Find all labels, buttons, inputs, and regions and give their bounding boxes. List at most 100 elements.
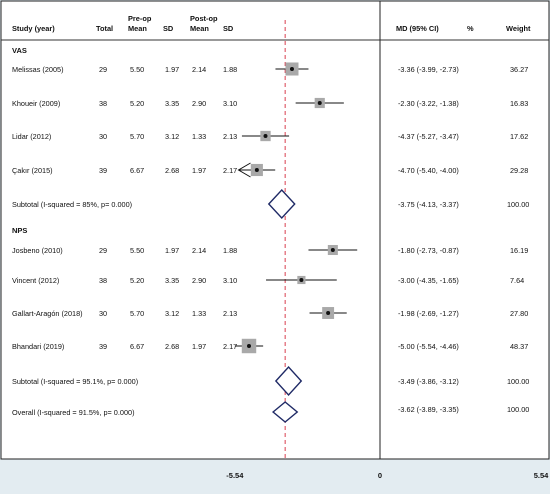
study-post-mean: 1.97 [192, 342, 206, 351]
header-postop: Post-op [190, 14, 218, 23]
study-weight: 17.62 [510, 132, 528, 141]
header-md-unit: % [467, 24, 474, 33]
study-weight: 16.83 [510, 99, 528, 108]
study-total: 30 [99, 309, 107, 318]
study-pre-mean: 5.70 [130, 132, 144, 141]
overall-weight: 100.00 [507, 405, 529, 414]
study-label: Çakır (2015) [12, 166, 53, 175]
study-pre-mean: 5.50 [130, 65, 144, 74]
study-sd2: 2.13 [223, 132, 237, 141]
subtotal-weight: 100.00 [507, 377, 529, 386]
study-weight: 36.27 [510, 65, 528, 74]
study-total: 39 [99, 166, 107, 175]
study-md-ci: -1.98 (-2.69, -1.27) [398, 309, 459, 318]
study-md-ci: -4.70 (-5.40, -4.00) [398, 166, 459, 175]
study-pre-mean: 5.20 [130, 276, 144, 285]
study-label: Vincent (2012) [12, 276, 59, 285]
study-sd2: 1.88 [223, 65, 237, 74]
study-total: 39 [99, 342, 107, 351]
header-preop-mean: Mean [128, 24, 147, 33]
subtotal-label: Subtotal (I-squared = 95.1%, p= 0.000) [12, 377, 138, 386]
study-sd1: 3.12 [165, 309, 179, 318]
study-pre-mean: 6.67 [130, 166, 144, 175]
point-estimate [247, 344, 251, 348]
study-sd1: 3.35 [165, 276, 179, 285]
point-estimate [263, 134, 268, 138]
study-sd2: 1.88 [223, 246, 237, 255]
study-weight: 7.64 [510, 276, 524, 285]
header-postop-mean: Mean [190, 24, 209, 33]
point-estimate [299, 278, 304, 282]
study-sd2: 2.17 [223, 342, 237, 351]
study-md-ci: -3.36 (-3.99, -2.73) [398, 65, 459, 74]
study-label: Khoueir (2009) [12, 99, 60, 108]
subtotal-diamond [274, 365, 303, 397]
header-weight: Weight [506, 24, 531, 33]
study-sd1: 2.68 [165, 166, 179, 175]
study-md-ci: -2.30 (-3.22, -1.38) [398, 99, 459, 108]
study-sd1: 2.68 [165, 342, 179, 351]
study-sd1: 3.12 [165, 132, 179, 141]
header-sd2: SD [223, 24, 234, 33]
study-md-ci: -1.80 (-2.73, -0.87) [398, 246, 459, 255]
axis-tick-label: 0 [378, 471, 382, 480]
overall-md-ci: -3.62 (-3.89, -3.35) [398, 405, 459, 414]
study-weight: 48.37 [510, 342, 528, 351]
point-estimate [326, 311, 331, 315]
study-post-mean: 2.90 [192, 99, 206, 108]
study-label: Gallart-Aragón (2018) [12, 309, 83, 318]
point-estimate [330, 248, 335, 252]
subtotal-label: Subtotal (I-squared = 85%, p= 0.000) [12, 200, 132, 209]
point-estimate [254, 168, 259, 172]
study-total: 38 [99, 276, 107, 285]
header-study: Study (year) [12, 24, 55, 33]
study-sd1: 1.97 [165, 65, 179, 74]
study-post-mean: 1.33 [192, 309, 206, 318]
point-estimate [317, 101, 322, 105]
study-pre-mean: 5.20 [130, 99, 144, 108]
study-sd2: 3.10 [223, 276, 237, 285]
overall-label: Overall (I-squared = 91.5%, p= 0.000) [12, 408, 135, 417]
study-sd2: 2.13 [223, 309, 237, 318]
study-total: 38 [99, 99, 107, 108]
study-md-ci: -5.00 (-5.54, -4.46) [398, 342, 459, 351]
study-weight: 27.80 [510, 309, 528, 318]
header-sd1: SD [163, 24, 174, 33]
study-sd2: 3.10 [223, 99, 237, 108]
study-post-mean: 2.14 [192, 246, 206, 255]
study-md-ci: -3.00 (-4.35, -1.65) [398, 276, 459, 285]
study-pre-mean: 5.50 [130, 246, 144, 255]
point-estimate [289, 67, 294, 71]
study-pre-mean: 5.70 [130, 309, 144, 318]
study-post-mean: 1.33 [192, 132, 206, 141]
study-weight: 16.19 [510, 246, 528, 255]
study-sd1: 3.35 [165, 99, 179, 108]
axis-tick-label: -5.54 [226, 471, 244, 480]
study-post-mean: 1.97 [192, 166, 206, 175]
axis-tick-label: 5.54 [534, 471, 549, 480]
study-total: 29 [99, 65, 107, 74]
study-md-ci: -4.37 (-5.27, -3.47) [398, 132, 459, 141]
study-sd1: 1.97 [165, 246, 179, 255]
plot-panel [0, 0, 550, 460]
header-preop: Pre-op [128, 14, 152, 23]
subtotal-diamond [267, 188, 296, 220]
study-sd2: 2.17 [223, 166, 237, 175]
study-label: Bhandari (2019) [12, 342, 64, 351]
study-total: 29 [99, 246, 107, 255]
group-label: VAS [12, 46, 27, 55]
subtotal-md-ci: -3.49 (-3.86, -3.12) [398, 377, 459, 386]
subtotal-md-ci: -3.75 (-4.13, -3.37) [398, 200, 459, 209]
overall-diamond [271, 401, 299, 423]
header-md: MD (95% CI) [396, 24, 439, 33]
study-post-mean: 2.90 [192, 276, 206, 285]
study-total: 30 [99, 132, 107, 141]
study-weight: 29.28 [510, 166, 528, 175]
ci-arrow-left [237, 162, 251, 178]
study-label: Lidar (2012) [12, 132, 51, 141]
study-post-mean: 2.14 [192, 65, 206, 74]
study-pre-mean: 6.67 [130, 342, 144, 351]
subtotal-weight: 100.00 [507, 200, 529, 209]
